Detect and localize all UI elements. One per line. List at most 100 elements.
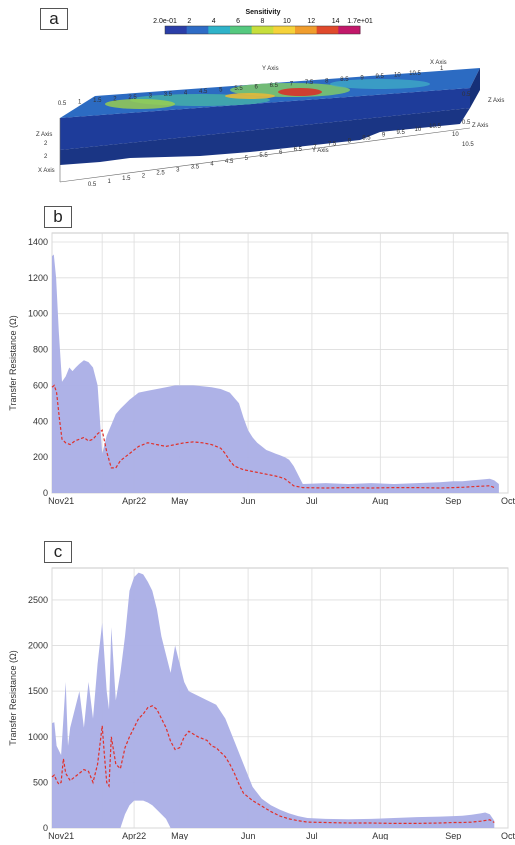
axis-label-x-top: X Axis <box>430 60 447 66</box>
bottom-axis-tick-label: 8.5 <box>362 136 371 142</box>
right-tick-10-5: 10.5 <box>462 142 474 148</box>
axis-label-y-front: Y Axis <box>312 148 329 154</box>
top-axis-tick-label: 0.5 <box>58 101 67 107</box>
y-tick-label: 1200 <box>28 273 48 283</box>
colorbar-frame <box>164 25 361 35</box>
top-axis-tick-label: 6.5 <box>270 83 279 89</box>
x-tick-label: Jun <box>241 496 256 505</box>
median-line <box>51 705 495 824</box>
y-tick-label: 600 <box>33 380 48 390</box>
bottom-axis-tick-label: 3.5 <box>191 165 200 171</box>
bottom-axis-tick-label: 8 <box>348 139 352 145</box>
bottom-axis-tick-label: 3 <box>176 168 180 174</box>
colorbar-segment <box>165 26 188 34</box>
x-tick-label: May <box>171 831 189 840</box>
y-tick-label: 1400 <box>28 237 48 247</box>
z-right-tick-top: 0.5 <box>462 92 471 98</box>
panel-c-chart: 0 500 1000 1500 2000 2500 Nov21 Apr22 May Jun Jul A… <box>8 567 515 840</box>
colorbar-tick-label: 2.0e-01 <box>153 18 177 25</box>
top-axis-tick-label: 7 <box>290 82 294 88</box>
x-tick-label: Sep <box>445 831 461 840</box>
x-tick-label: Sep <box>445 496 461 505</box>
colorbar-tick-label: 6 <box>236 18 240 25</box>
axis-label-z-right-lower: Z Axis <box>472 123 488 129</box>
top-axis-tick-label: 4 <box>184 91 188 97</box>
y-tick-label: 200 <box>33 452 48 462</box>
bottom-axis-tick-label: 2 <box>142 173 146 179</box>
colorbar-tick-label: 2 <box>187 18 191 25</box>
bottom-axis-tick-label: 1 <box>107 179 111 185</box>
sensitivity-hotspot <box>105 99 175 109</box>
bottom-axis-tick-label: 2.5 <box>156 170 165 176</box>
colorbar-tick-label: 8 <box>261 18 265 25</box>
colorbar-segment <box>230 26 253 34</box>
top-axis-tick-label: 8 <box>325 79 329 85</box>
top-axis-tick-label: 7.5 <box>305 80 314 86</box>
colorbar-tick-label: 10 <box>283 18 291 25</box>
y-axis-label: Transfer Resistance (Ω) <box>8 650 18 745</box>
uncertainty-band <box>52 254 499 493</box>
block-stepped-base <box>60 108 470 165</box>
top-axis-tick-label: 2.5 <box>128 95 137 101</box>
axis-label-z-right: Z Axis <box>488 98 504 104</box>
colorbar-segment <box>251 26 274 34</box>
top-axis-tick-label: 2 <box>113 97 117 103</box>
top-axis-tick-label: 3 <box>149 94 153 100</box>
colorbar-segment <box>186 26 209 34</box>
panel-a-tag: a <box>40 8 68 30</box>
top-axis-tick-label: 3.5 <box>164 92 173 98</box>
y-tick-label: 1000 <box>28 732 48 742</box>
bottom-axis-tick-label: 4.5 <box>225 159 234 165</box>
axis-label-x-top-tick: 1 <box>440 66 444 72</box>
axis-label-x-left: X Axis <box>38 168 55 174</box>
block-front-face <box>60 88 470 150</box>
bottom-axis-tick-label: 1.5 <box>122 176 131 182</box>
bottom-axis-tick-label: 9.5 <box>397 130 406 136</box>
colorbar-tick-label: 12 <box>307 18 315 25</box>
bottom-axis-tick-label: 10 <box>415 127 422 133</box>
bottom-axis-tick-label: 7.5 <box>328 141 337 147</box>
colorbar: Sensitivity 2.0e-01 2 4 6 8 10 12 14 1.7e+01 <box>153 9 373 35</box>
bottom-axis-tick-label: 0.5 <box>88 182 97 188</box>
sensitivity-hotspot <box>225 93 275 99</box>
top-axis-tick-label: 9.5 <box>376 74 385 80</box>
colorbar-segment <box>316 26 339 34</box>
top-axis-tick-label: 10 <box>394 73 401 79</box>
sensitivity-hotspot <box>330 79 430 89</box>
y-tick-label: 2500 <box>28 595 48 605</box>
x-tick-label: Apr22 <box>122 496 146 505</box>
top-axis-tick-label: 9 <box>360 76 364 82</box>
axis-label-y-top: Y Axis <box>262 66 279 72</box>
block-end-face <box>470 68 480 108</box>
panel-c-tag: c <box>44 541 72 563</box>
y-tick-label: 500 <box>33 777 48 787</box>
colorbar-segment <box>295 26 318 34</box>
y-tick-label: 400 <box>33 416 48 426</box>
y-tick-label: 0 <box>43 488 48 498</box>
x-tick-label: Oct <box>501 496 515 505</box>
bottom-axis-tick-label: 7 <box>313 144 317 150</box>
right-tick-10: 10 <box>452 132 459 138</box>
x-tick-label: Nov21 <box>48 496 74 505</box>
axis-label-z-left: Z Axis <box>36 132 52 138</box>
colorbar-segment <box>338 26 361 34</box>
z-right-tick-mid: 0.5 <box>462 120 471 126</box>
colorbar-segment <box>208 26 231 34</box>
colorbar-tick-label: 1.7e+01 <box>347 18 373 25</box>
top-axis-tick-label: 1 <box>78 100 82 106</box>
x-tick-label: Aug <box>372 496 388 505</box>
colorbar-title: Sensitivity <box>245 9 280 16</box>
x-tick-label: Jun <box>241 831 256 840</box>
top-axis-tick-label: 4.5 <box>199 89 208 95</box>
top-x-axis: 0.5 1 1.5 2 2.5 3 3.5 4 4.5 5 5.5 6 6.5 7 7.5 8 8.5 9 9.5 1… <box>58 71 422 107</box>
top-axis-tick-label: 1.5 <box>93 98 102 104</box>
bottom-axis-tick-label: 4 <box>210 162 214 168</box>
y-tick-label: 0 <box>43 823 48 833</box>
panel-a-3d-sensitivity-view: Sensitivity 2.0e-01 2 4 6 8 10 12 14 1.7e+01 0.5… <box>36 9 504 188</box>
sensitivity-hotspot <box>278 88 322 96</box>
model-block <box>60 68 480 165</box>
x-tick-label: Jul <box>306 496 318 505</box>
x-tick-label: Nov21 <box>48 831 74 840</box>
top-axis-tick-label: 6 <box>254 85 258 91</box>
top-axis-tick-label: 5 <box>219 88 223 94</box>
